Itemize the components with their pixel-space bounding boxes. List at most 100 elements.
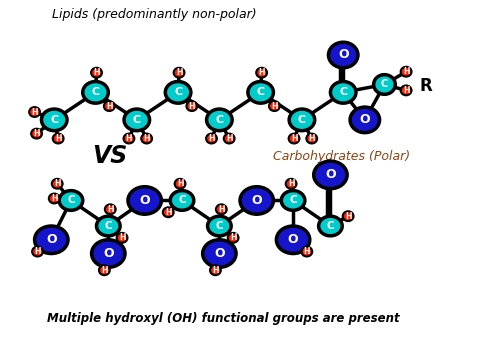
Text: H: H bbox=[165, 208, 172, 217]
Ellipse shape bbox=[210, 265, 221, 275]
Ellipse shape bbox=[92, 240, 125, 267]
Ellipse shape bbox=[163, 207, 174, 217]
Ellipse shape bbox=[286, 179, 296, 189]
Text: C: C bbox=[133, 115, 141, 125]
Text: H: H bbox=[177, 179, 183, 188]
Ellipse shape bbox=[248, 82, 274, 103]
Text: H: H bbox=[55, 134, 62, 143]
Text: H: H bbox=[106, 102, 112, 111]
Ellipse shape bbox=[53, 134, 64, 143]
Ellipse shape bbox=[174, 68, 184, 78]
Ellipse shape bbox=[165, 82, 191, 103]
Text: C: C bbox=[298, 115, 306, 125]
Text: C: C bbox=[178, 196, 186, 205]
Text: H: H bbox=[345, 212, 352, 221]
Ellipse shape bbox=[328, 42, 358, 68]
Text: H: H bbox=[403, 67, 409, 76]
Ellipse shape bbox=[282, 191, 305, 210]
Text: H: H bbox=[126, 134, 132, 143]
Ellipse shape bbox=[29, 107, 40, 117]
Text: C: C bbox=[174, 87, 182, 97]
Ellipse shape bbox=[97, 216, 120, 236]
Text: O: O bbox=[288, 233, 298, 246]
Text: O: O bbox=[325, 168, 336, 181]
Ellipse shape bbox=[256, 68, 267, 78]
Text: H: H bbox=[101, 266, 107, 275]
Ellipse shape bbox=[91, 68, 102, 78]
Ellipse shape bbox=[31, 129, 42, 139]
Text: H: H bbox=[208, 134, 215, 143]
Ellipse shape bbox=[52, 179, 63, 189]
Text: O: O bbox=[214, 247, 225, 260]
Ellipse shape bbox=[141, 134, 152, 143]
Ellipse shape bbox=[104, 101, 115, 111]
Text: O: O bbox=[251, 194, 262, 207]
Text: H: H bbox=[143, 134, 150, 143]
Text: H: H bbox=[403, 86, 409, 95]
Ellipse shape bbox=[330, 82, 356, 103]
Text: H: H bbox=[32, 107, 38, 117]
Text: O: O bbox=[140, 194, 150, 207]
Ellipse shape bbox=[301, 247, 312, 257]
Text: H: H bbox=[271, 102, 278, 111]
Text: H: H bbox=[176, 68, 182, 77]
Text: C: C bbox=[50, 115, 58, 125]
Ellipse shape bbox=[59, 191, 83, 210]
Text: R: R bbox=[420, 77, 432, 96]
Ellipse shape bbox=[105, 204, 116, 214]
Ellipse shape bbox=[208, 216, 231, 236]
Ellipse shape bbox=[401, 67, 412, 77]
Ellipse shape bbox=[350, 107, 380, 133]
Ellipse shape bbox=[314, 161, 347, 189]
Text: H: H bbox=[304, 247, 310, 256]
Ellipse shape bbox=[374, 75, 395, 94]
Text: H: H bbox=[230, 233, 236, 242]
Text: C: C bbox=[92, 87, 100, 97]
Ellipse shape bbox=[207, 109, 232, 131]
Text: Multiple hydroxyl (OH) functional groups are present: Multiple hydroxyl (OH) functional groups… bbox=[47, 312, 400, 325]
Text: C: C bbox=[215, 115, 223, 125]
Ellipse shape bbox=[216, 204, 227, 214]
Text: H: H bbox=[258, 68, 265, 77]
Text: H: H bbox=[291, 134, 297, 143]
Text: H: H bbox=[54, 179, 61, 188]
Ellipse shape bbox=[128, 187, 161, 214]
Text: Lipids (predominantly non-polar): Lipids (predominantly non-polar) bbox=[52, 8, 257, 21]
Ellipse shape bbox=[289, 109, 315, 131]
Ellipse shape bbox=[306, 134, 317, 143]
Text: H: H bbox=[34, 129, 40, 138]
Text: C: C bbox=[289, 196, 297, 205]
Text: C: C bbox=[105, 221, 112, 231]
Text: VS: VS bbox=[93, 144, 128, 168]
Text: H: H bbox=[51, 194, 58, 203]
Ellipse shape bbox=[289, 134, 299, 143]
Ellipse shape bbox=[170, 191, 194, 210]
Text: C: C bbox=[339, 87, 347, 97]
Ellipse shape bbox=[343, 211, 353, 221]
Ellipse shape bbox=[240, 187, 274, 214]
Text: C: C bbox=[381, 79, 388, 89]
Text: H: H bbox=[119, 233, 125, 242]
Text: C: C bbox=[256, 87, 265, 97]
Text: Carbohydrates (Polar): Carbohydrates (Polar) bbox=[273, 150, 410, 163]
Text: C: C bbox=[326, 221, 334, 231]
Text: H: H bbox=[189, 102, 195, 111]
Ellipse shape bbox=[224, 134, 235, 143]
Ellipse shape bbox=[32, 247, 43, 257]
Ellipse shape bbox=[175, 179, 185, 189]
Ellipse shape bbox=[401, 85, 412, 95]
Text: O: O bbox=[359, 113, 370, 126]
Ellipse shape bbox=[203, 240, 236, 267]
Text: H: H bbox=[218, 205, 225, 214]
Text: C: C bbox=[215, 221, 223, 231]
Ellipse shape bbox=[318, 216, 342, 236]
Text: O: O bbox=[103, 247, 113, 260]
Text: H: H bbox=[35, 247, 41, 256]
Ellipse shape bbox=[117, 233, 128, 243]
Ellipse shape bbox=[228, 233, 239, 243]
Ellipse shape bbox=[35, 226, 68, 254]
Ellipse shape bbox=[99, 265, 110, 275]
Text: H: H bbox=[309, 134, 315, 143]
Text: O: O bbox=[46, 233, 57, 246]
Ellipse shape bbox=[41, 109, 67, 131]
